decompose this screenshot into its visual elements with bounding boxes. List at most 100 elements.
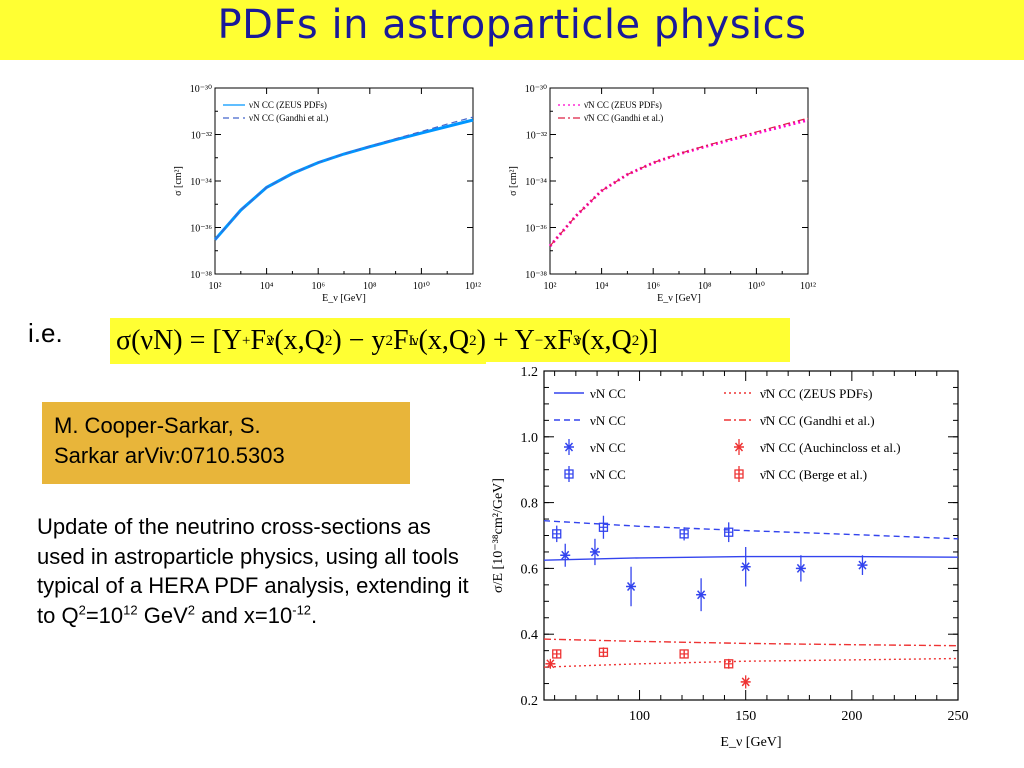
c1-legend-label-1: νN CC (Gandhi et al.) [249,113,328,123]
formula-minus-y: ) − y [332,325,386,356]
c1-series-line-1 [214,116,474,241]
formula-xq-1: (x,Q [274,325,325,356]
desc-sup-2: 12 [123,602,138,618]
reference-line-2: Sarkar arViv:0710.5303 [54,443,285,468]
c3-legend-label-3: νN CC [590,467,626,482]
c3-x-axis-label: E_ν [GeV] [720,735,781,750]
ie-label: i.e. [28,318,63,348]
c3-point-box [679,529,689,539]
c2-legend-label-0: ν̄N CC (ZEUS PDFs) [584,100,662,110]
c1-y-tick-label: 10⁻³² [191,131,212,142]
c1-y-tick-label: 10⁻³⁶ [190,224,212,235]
desc-sup-1: 2 [78,602,86,618]
c2-y-tick-label: 10⁻³⁸ [525,270,547,281]
c3-point-box [552,649,562,659]
desc-sup-4: -12 [292,602,312,618]
desc-sup-3: 2 [187,602,195,618]
formula-xq-2: (x,Q [418,325,470,356]
c2-legend-label-1: ν̄N CC (Gandhi et al.) [584,113,663,123]
c2-x-tick-label: 10¹⁰ [748,281,765,292]
c1-x-tick-label: 10⁸ [363,281,377,292]
chart-neutrino-svg: 10² 10⁴ 10⁶ 10⁸ 10¹⁰ 10¹² 10⁻³⁸ 10⁻³⁶ 10⁻³⁴ 10⁻³²… [173,84,481,304]
chart-antineutrino-cross-section: 10² 10⁴ 10⁶ 10⁸ 10¹⁰ 10¹² 10⁻³⁸ 10⁻³⁶ 10⁻³⁴ 10⁻³²… [490,74,822,306]
c2-y-tick-label: 10⁻³⁶ [525,224,547,235]
c3-point-star [589,547,600,557]
c2-x-axis-label: E_ν [GeV] [657,293,701,304]
c1-series-line-0 [213,118,474,241]
c2-x-tick-label: 10¹² [800,281,816,292]
c3-legend-label-4: ν̄N CC (ZEUS PDFs) [760,386,872,401]
c3-legend-label-0: νN CC [590,386,626,401]
desc-part-1: Update of the neutrino cross-sections as… [37,514,469,628]
formula-xq-3: (x,Q [581,325,632,356]
formula-f3-sub: 3 [572,332,581,349]
c3-point-star [740,677,751,687]
desc-part-2: =10 [85,602,124,628]
c3-y-axis-label: σ/E [10⁻³⁸cm²/GeV] [491,478,506,593]
chart-neutrino-cross-section: 10² 10⁴ 10⁶ 10⁸ 10¹⁰ 10¹² 10⁻³⁸ 10⁻³⁶ 10⁻³⁴ 10⁻³²… [163,74,481,306]
c2-x-tick-label: 10⁸ [698,281,712,292]
c3-line-0 [543,555,959,561]
c3-legend-label-2: νN CC [590,440,626,455]
title-bar: PDFs in astroparticle physics [0,0,1024,60]
reference-line-1: M. Cooper-Sarkar, S. [54,413,261,438]
c3-point-box [598,522,609,532]
c1-x-tick-label: 10⁶ [311,281,325,292]
c2-y-tick-label: 10⁻³⁴ [525,177,547,188]
c1-y-tick-label: 10⁻³⁰ [190,84,212,95]
c3-point-box [724,527,734,537]
formula-f2: F [250,325,267,356]
c3-legend-star-6 [734,442,744,452]
c2-x-tick-label: 10⁶ [646,281,660,292]
c3-y-tick-label: 0.6 [521,562,539,577]
c3-point-star [560,550,571,560]
c2-y-tick-label: 10⁻³² [526,131,547,142]
c1-x-tick-label: 10⁴ [260,281,274,292]
c2-y-tick-label: 10⁻³⁰ [525,84,547,95]
c3-legend-label-5: ν̄N CC (Gandhi et al.) [760,413,875,428]
c3-x-tick-label: 150 [735,709,756,724]
c3-y-tick-label: 0.4 [521,628,539,643]
desc-part-4: and x=10 [194,602,293,628]
desc-part-3: GeV [137,602,188,628]
c3-legend-label-6: ν̄N CC (Auchincloss et al.) [760,440,901,455]
c3-line-2 [543,657,959,668]
formula-xf3: xF [543,325,573,356]
formula-plus-sub: + [241,332,251,349]
c3-x-tick-label: 200 [841,709,862,724]
c3-x-tick-label: 250 [948,709,969,724]
desc-part-5: . [311,602,318,628]
formula-fl: F [392,325,409,356]
c1-legend-label-0: νN CC (ZEUS PDFs) [249,100,327,110]
c3-point-star [740,562,751,572]
chart-antineutrino-svg: 10² 10⁴ 10⁶ 10⁸ 10¹⁰ 10¹² 10⁻³⁸ 10⁻³⁶ 10⁻³⁴ 10⁻³²… [508,84,816,304]
c3-point-star [795,563,806,573]
formula-minus-sub: − [534,332,544,349]
c3-legend-label-1: νN CC [590,413,626,428]
formula-end: )] [639,325,658,356]
c1-x-tick-label: 10² [209,281,222,292]
c3-point-star [696,590,707,600]
chart-sigma-over-e-svg: 100 150 200 250 0.2 0.4 0.6 0.8 1.0 1.2 E_ν [GeV] σ… [491,365,969,750]
c3-y-tick-label: 1.2 [521,365,539,380]
page-title: PDFs in astroparticle physics [217,2,807,48]
c1-x-tick-label: 10¹² [465,281,481,292]
c3-legend-star-2 [564,442,574,452]
c2-x-tick-label: 10⁴ [595,281,609,292]
c1-y-tick-label: 10⁻³⁴ [190,177,212,188]
c2-y-axis-label: σ [cm²] [508,166,519,196]
c3-legend-box-3 [564,469,574,479]
c1-x-axis-label: E_ν [GeV] [322,293,366,304]
description-text: Update of the neutrino cross-sections as… [37,512,477,630]
c1-y-tick-label: 10⁻³⁸ [190,270,212,281]
c1-y-axis-label: σ [cm²] [173,166,184,196]
c3-y-tick-label: 0.8 [521,497,539,512]
chart-sigma-over-e: 100 150 200 250 0.2 0.4 0.6 0.8 1.0 1.2 E_ν [GeV] σ… [486,362,976,762]
c3-point-star [857,560,868,570]
formula-fl-sub: L [408,332,418,349]
c2-series-line-0 [548,118,809,247]
formula-f2-sub: 2 [266,332,274,349]
c3-point-star [626,582,637,591]
c3-point-box [598,647,609,657]
